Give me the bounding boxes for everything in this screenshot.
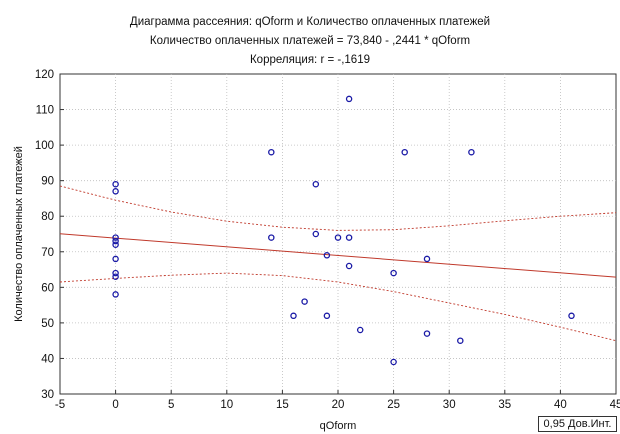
y-tick-label: 30 (41, 389, 54, 401)
data-point (345, 262, 353, 270)
x-tick-label: 5 (168, 399, 174, 411)
data-point (268, 148, 275, 156)
data-point (312, 180, 320, 188)
x-tick-label: 10 (220, 399, 233, 411)
data-point (112, 234, 119, 241)
data-point (356, 326, 364, 334)
chart-title: Диаграмма рассеяния: qOform и Количество… (130, 16, 490, 28)
data-point (112, 291, 119, 298)
x-tick-label: 35 (498, 399, 511, 411)
data-point (301, 298, 308, 305)
data-point (268, 234, 275, 241)
data-point (345, 234, 353, 241)
chart-subtitle: Количество оплаченных платежей = 73,840 … (150, 35, 470, 47)
data-point (112, 188, 119, 195)
regression-line (59, 233, 617, 278)
y-tick-label: 90 (41, 176, 54, 188)
y-axis-label: Количество оплаченных платежей (13, 146, 25, 322)
y-tick-label: 50 (41, 318, 54, 330)
data-point (334, 234, 342, 241)
y-tick-label: 70 (41, 247, 54, 259)
x-tick-label: 40 (554, 399, 567, 411)
confidence-lower-curve (59, 272, 617, 342)
data-point (112, 269, 119, 277)
data-point (290, 312, 297, 320)
data-point (468, 148, 475, 156)
data-point (423, 255, 431, 263)
x-tick-label: 45 (610, 399, 620, 411)
data-point (390, 358, 397, 366)
data-point (312, 230, 320, 238)
chart-correlation: Корреляция: r = -,1619 (250, 54, 370, 66)
regression-line-group (59, 233, 617, 278)
data-point (323, 312, 331, 320)
y-tick-label: 60 (41, 282, 54, 294)
data-point (112, 180, 119, 188)
y-tick-label: 100 (35, 140, 54, 152)
data-point (112, 237, 119, 245)
data-point (345, 95, 353, 103)
x-tick-label: 0 (112, 399, 118, 411)
grid-lines (60, 74, 616, 394)
data-point (323, 252, 331, 259)
x-tick-label: 30 (443, 399, 456, 411)
data-point (568, 312, 575, 320)
data-point (112, 273, 119, 280)
x-tick-label: 20 (332, 399, 345, 411)
data-point (457, 337, 464, 344)
confidence-band (59, 185, 617, 342)
y-tick-label: 110 (36, 105, 54, 117)
legend-confidence-interval: 0,95 Дов.Инт. (538, 416, 617, 432)
y-tick-label: 120 (35, 69, 54, 81)
data-point (112, 255, 119, 263)
y-tick-label: 80 (41, 211, 54, 223)
x-tick-label: -5 (55, 399, 65, 411)
y-tick-label: 40 (41, 353, 54, 365)
data-point (390, 269, 397, 277)
data-point (401, 148, 408, 156)
x-tick-label: 25 (387, 399, 400, 411)
x-tick-label: 15 (276, 399, 289, 411)
data-point (112, 241, 119, 248)
data-points (112, 95, 575, 366)
x-axis-label: qOform (320, 420, 357, 432)
axis-ticks: -5 0 5 10 15 20 25 30 35 40 45 30 40 50 60 70 80 90 100 110… (35, 69, 620, 411)
data-point (423, 330, 431, 337)
